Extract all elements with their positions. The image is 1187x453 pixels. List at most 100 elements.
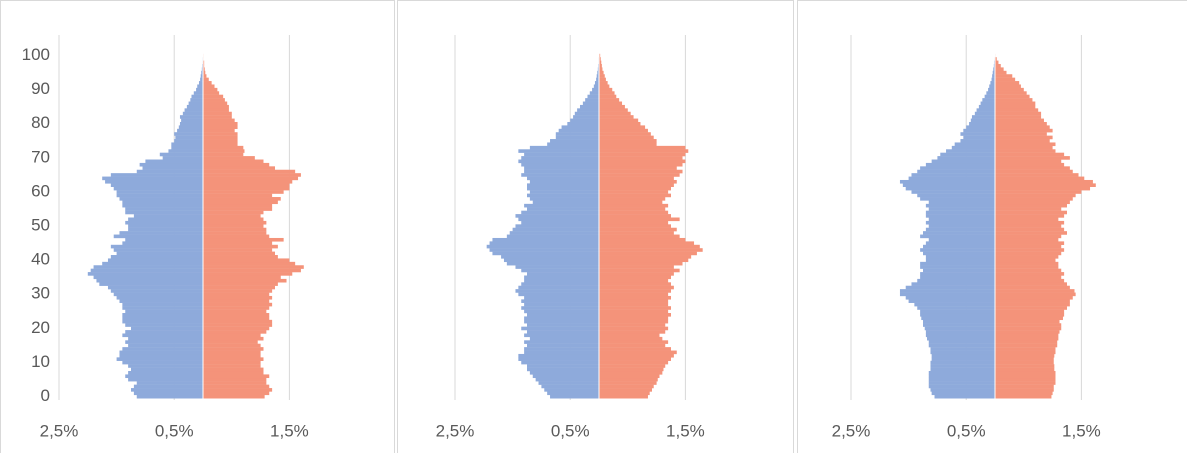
bar-left (171, 142, 203, 147)
bar-left (990, 81, 995, 85)
bar-right (203, 193, 273, 198)
bar-left (122, 333, 203, 338)
bar-left (524, 166, 599, 170)
bar-right (599, 340, 669, 344)
bar-right (203, 166, 275, 170)
bar-left (925, 203, 995, 208)
bar-right (599, 272, 674, 276)
y-tick-label: 60 (31, 181, 50, 200)
bar-right (995, 139, 1050, 143)
bar-left (125, 323, 203, 327)
bar-right (203, 299, 270, 303)
bar-right (599, 183, 674, 187)
bar-left (920, 166, 995, 170)
bar-right (599, 234, 680, 239)
bar-left (527, 364, 599, 368)
bar-right (995, 128, 1053, 133)
bar-right (995, 309, 1065, 314)
bar-left (110, 173, 203, 177)
bar-left (934, 394, 995, 399)
bar-left (136, 169, 203, 174)
bar-right (203, 63, 205, 68)
bar-left (535, 377, 599, 382)
bar-right (203, 94, 224, 99)
bar-right (203, 214, 261, 218)
bar-left (128, 343, 203, 348)
bar-right (203, 261, 296, 266)
bar-right (599, 128, 648, 133)
bar-left (139, 162, 203, 167)
bar-right (599, 207, 666, 211)
bar-right (995, 132, 1047, 136)
bar-left (515, 214, 599, 218)
bar-right (203, 255, 278, 259)
bar-left (923, 244, 995, 249)
bar-left (190, 98, 203, 102)
bar-right (599, 217, 680, 222)
bar-left (524, 316, 599, 321)
bar-right (599, 74, 605, 78)
bar-left (521, 299, 599, 303)
bar-left (917, 193, 995, 198)
bar-left (550, 394, 599, 399)
bar-right (995, 67, 1004, 72)
bar-left (524, 333, 599, 338)
bar-right (599, 60, 602, 65)
bar-left (937, 156, 995, 160)
bar-left (529, 336, 599, 341)
bar-right (203, 125, 238, 130)
bar-left (201, 67, 203, 72)
bar-right (995, 265, 1059, 269)
bar-right (599, 203, 669, 208)
bar-right (599, 313, 671, 317)
bar-right (203, 207, 273, 211)
bar-left (125, 207, 203, 211)
bar-right (203, 234, 270, 239)
bar-right (995, 285, 1070, 290)
bar-left (917, 306, 995, 310)
bar-left (99, 282, 203, 286)
bar-right (995, 371, 1056, 375)
bar-right (995, 319, 1060, 324)
bar-right (599, 139, 657, 143)
bar-right (203, 217, 264, 222)
bar-left (524, 319, 599, 324)
bar-right (599, 357, 671, 361)
bar-left (518, 149, 599, 153)
bar-right (599, 197, 666, 201)
bar-left (928, 371, 995, 375)
y-tick-label: 30 (31, 284, 50, 303)
bar-right (995, 108, 1039, 112)
bar-left (946, 149, 995, 153)
bar-right (599, 353, 674, 358)
bar-right (995, 388, 1054, 392)
bar-right (203, 272, 293, 276)
bar-right (203, 360, 261, 365)
bar-left (503, 258, 599, 263)
bar-right (203, 347, 264, 351)
bar-right (599, 330, 666, 334)
bar-left (529, 197, 599, 201)
bar-left (587, 94, 599, 99)
bar-right (203, 268, 301, 273)
bar-left (193, 91, 203, 95)
bar-right (599, 67, 603, 72)
bar-left (527, 272, 599, 276)
bar-right (203, 231, 267, 235)
bar-right (995, 357, 1054, 361)
bar-right (599, 57, 601, 61)
bar-left (925, 255, 995, 259)
bar-left (928, 384, 995, 389)
bar-right (995, 118, 1044, 123)
bar-left (200, 77, 203, 82)
bar-left (107, 285, 203, 290)
bar-left (125, 237, 203, 242)
bar-right (599, 275, 671, 280)
bar-left (928, 340, 995, 344)
bar-left (122, 360, 203, 365)
bar-left (527, 176, 599, 181)
bar-right (203, 237, 284, 242)
bar-right (995, 190, 1082, 194)
bar-right (203, 118, 235, 123)
